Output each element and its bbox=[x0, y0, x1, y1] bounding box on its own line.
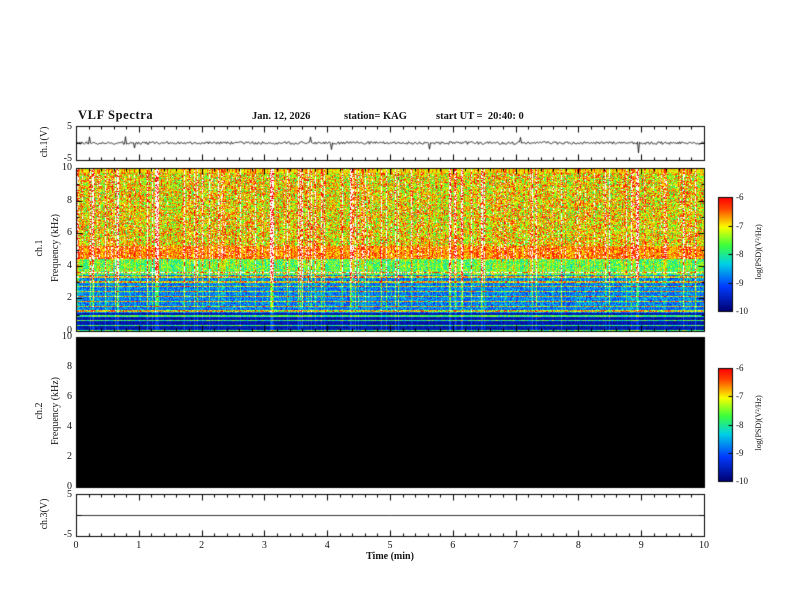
x-tick-label: 10 bbox=[699, 540, 709, 551]
date-label: Jan. 12, 2026 bbox=[252, 111, 311, 122]
colorbar1-tick-label: -8 bbox=[736, 249, 744, 259]
ch2-spec-ytick: 8 bbox=[67, 361, 72, 372]
x-tick-label: 8 bbox=[575, 540, 581, 551]
colorbar1-tick-label: -6 bbox=[736, 192, 744, 202]
x-tick-label: 2 bbox=[199, 540, 205, 551]
x-tick-label: 5 bbox=[387, 540, 393, 551]
colorbar2-tick-label: -9 bbox=[736, 447, 744, 458]
colorbar2-tick-label: -6 bbox=[736, 363, 744, 373]
colorbar2-tick-label: -10 bbox=[736, 476, 748, 486]
ch1-spec-ytick: 10 bbox=[62, 162, 72, 173]
x-tick-label: 6 bbox=[450, 540, 456, 551]
ch2-spec-ytick: 0 bbox=[67, 481, 72, 492]
ch2-spec-ytick: 10 bbox=[62, 331, 72, 342]
colorbar2-tick-label: -8 bbox=[736, 419, 744, 430]
time-axis-label: Time (min) bbox=[366, 551, 414, 562]
start-ut-label: start UT = 20:40: 0 bbox=[436, 111, 524, 122]
station-label: station= KAG bbox=[344, 111, 407, 122]
ch1-wave-ytick: -5 bbox=[63, 153, 72, 164]
colorbar1-tick-label: -7 bbox=[736, 220, 744, 231]
x-tick-label: 1 bbox=[136, 540, 142, 551]
ch1-spec-ytick: 8 bbox=[67, 194, 72, 206]
ch3-wave-ytick: 5 bbox=[67, 489, 72, 500]
x-tick-label: 4 bbox=[324, 540, 330, 551]
ch2-spec-ytick: 6 bbox=[67, 391, 72, 402]
ch1-spec-ylabel: Frequency (kHz) bbox=[50, 213, 61, 283]
colorbar1-tick-label: -10 bbox=[736, 306, 748, 316]
ch1-wave-ytick: 5 bbox=[67, 121, 72, 132]
ch2-spec-ytick: 2 bbox=[67, 451, 72, 462]
ch1-spec-ytick: 4 bbox=[67, 259, 72, 271]
x-tick-label: 3 bbox=[261, 540, 267, 551]
ch2-spec-name: ch.2 bbox=[34, 402, 45, 420]
x-tick-label: 9 bbox=[638, 540, 644, 551]
ch1-spec-name: ch.1 bbox=[34, 239, 45, 257]
colorbar2-tick-label: -7 bbox=[736, 391, 744, 402]
ch1-spec-ytick: 2 bbox=[67, 292, 72, 304]
x-tick-label: 0 bbox=[73, 540, 79, 551]
colorbar1-tick-label: -9 bbox=[736, 277, 744, 288]
ch1-spec-ytick: 0 bbox=[67, 325, 72, 336]
page-title: VLF Spectra bbox=[78, 108, 154, 122]
ch2-spec-ytick: 4 bbox=[67, 421, 72, 432]
ch1-spec-ytick: 6 bbox=[67, 227, 72, 239]
x-tick-label: 7 bbox=[513, 540, 519, 551]
ch3-wave-ytick: -5 bbox=[63, 529, 72, 540]
